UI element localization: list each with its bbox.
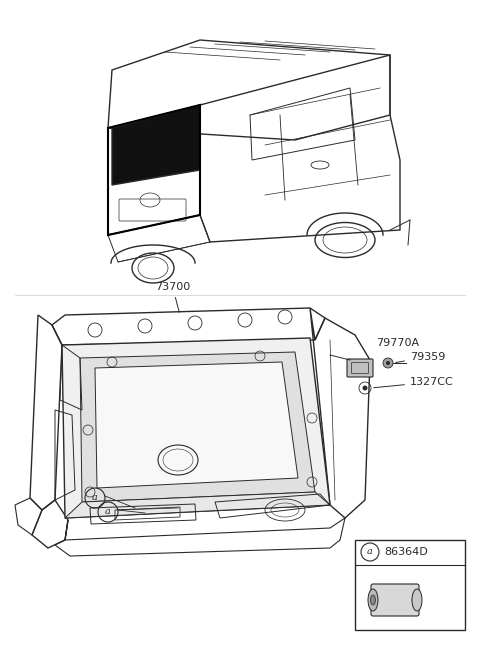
Ellipse shape	[368, 589, 378, 611]
Polygon shape	[65, 492, 330, 518]
Text: a: a	[105, 508, 111, 516]
Ellipse shape	[371, 595, 375, 605]
Circle shape	[362, 386, 368, 390]
Text: a: a	[367, 548, 373, 556]
FancyBboxPatch shape	[371, 584, 419, 616]
FancyBboxPatch shape	[347, 359, 373, 377]
Polygon shape	[112, 105, 200, 185]
Polygon shape	[95, 362, 298, 488]
Text: a: a	[92, 493, 98, 502]
Circle shape	[386, 361, 390, 365]
Text: 1327CC: 1327CC	[374, 377, 454, 388]
Text: 73700: 73700	[155, 282, 190, 312]
Circle shape	[383, 358, 393, 368]
Polygon shape	[62, 338, 330, 518]
FancyBboxPatch shape	[355, 540, 465, 630]
Text: 86364D: 86364D	[384, 547, 428, 557]
Polygon shape	[80, 352, 315, 502]
Text: 79359: 79359	[396, 352, 445, 363]
Ellipse shape	[412, 589, 422, 611]
Text: 79770A: 79770A	[376, 338, 419, 348]
